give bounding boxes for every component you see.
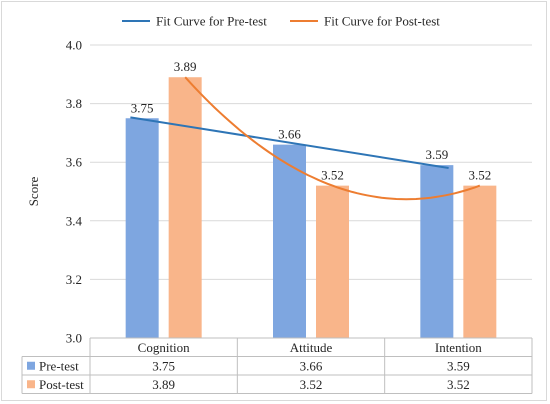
table-cell-value: 3.66 [300, 359, 323, 374]
y-tick-label: 3.8 [66, 96, 82, 111]
table-series-name: Pre-test [39, 359, 79, 374]
fit-curve-pre-test [130, 116, 449, 169]
table-cell-value: 3.89 [152, 377, 175, 392]
y-tick-label: 3.4 [66, 213, 83, 228]
data-label-post: 3.89 [174, 59, 197, 74]
data-label-post: 3.52 [468, 168, 491, 183]
table-cell-value: 3.59 [447, 359, 470, 374]
table-legend-key-pre [27, 361, 35, 370]
x-category-label: Cognition [138, 340, 191, 355]
fit-curve-post-test [184, 76, 481, 201]
y-tick-label: 3.0 [66, 331, 82, 346]
legend-label-pre-fit: Fit Curve for Pre-test [156, 14, 267, 29]
data-label-pre: 3.59 [425, 147, 448, 162]
table-series-name: Post-test [39, 377, 84, 392]
bar-post-cognition [168, 77, 202, 338]
x-category-label: Intention [435, 340, 482, 355]
bar-pre-cognition [125, 118, 159, 338]
bar-post-intention [463, 185, 497, 338]
table-cell-value: 3.52 [447, 377, 470, 392]
y-tick-label: 3.6 [66, 155, 83, 170]
data-label-pre: 3.75 [131, 100, 154, 115]
data-label-pre: 3.66 [278, 127, 301, 142]
y-axis-title: Score [26, 176, 41, 206]
y-tick-label: 4.0 [66, 38, 82, 53]
table-cell-value: 3.52 [300, 377, 323, 392]
legend-label-post-fit: Fit Curve for Post-test [324, 14, 440, 29]
bar-post-attitude [316, 185, 349, 338]
data-label-post: 3.52 [321, 168, 344, 183]
bar-pre-intention [420, 165, 454, 338]
bar-pre-attitude [273, 144, 306, 338]
table-cell-value: 3.75 [152, 359, 175, 374]
y-tick-label: 3.2 [66, 272, 82, 287]
table-legend-key-post [27, 380, 35, 389]
x-category-label: Attitude [290, 340, 333, 355]
